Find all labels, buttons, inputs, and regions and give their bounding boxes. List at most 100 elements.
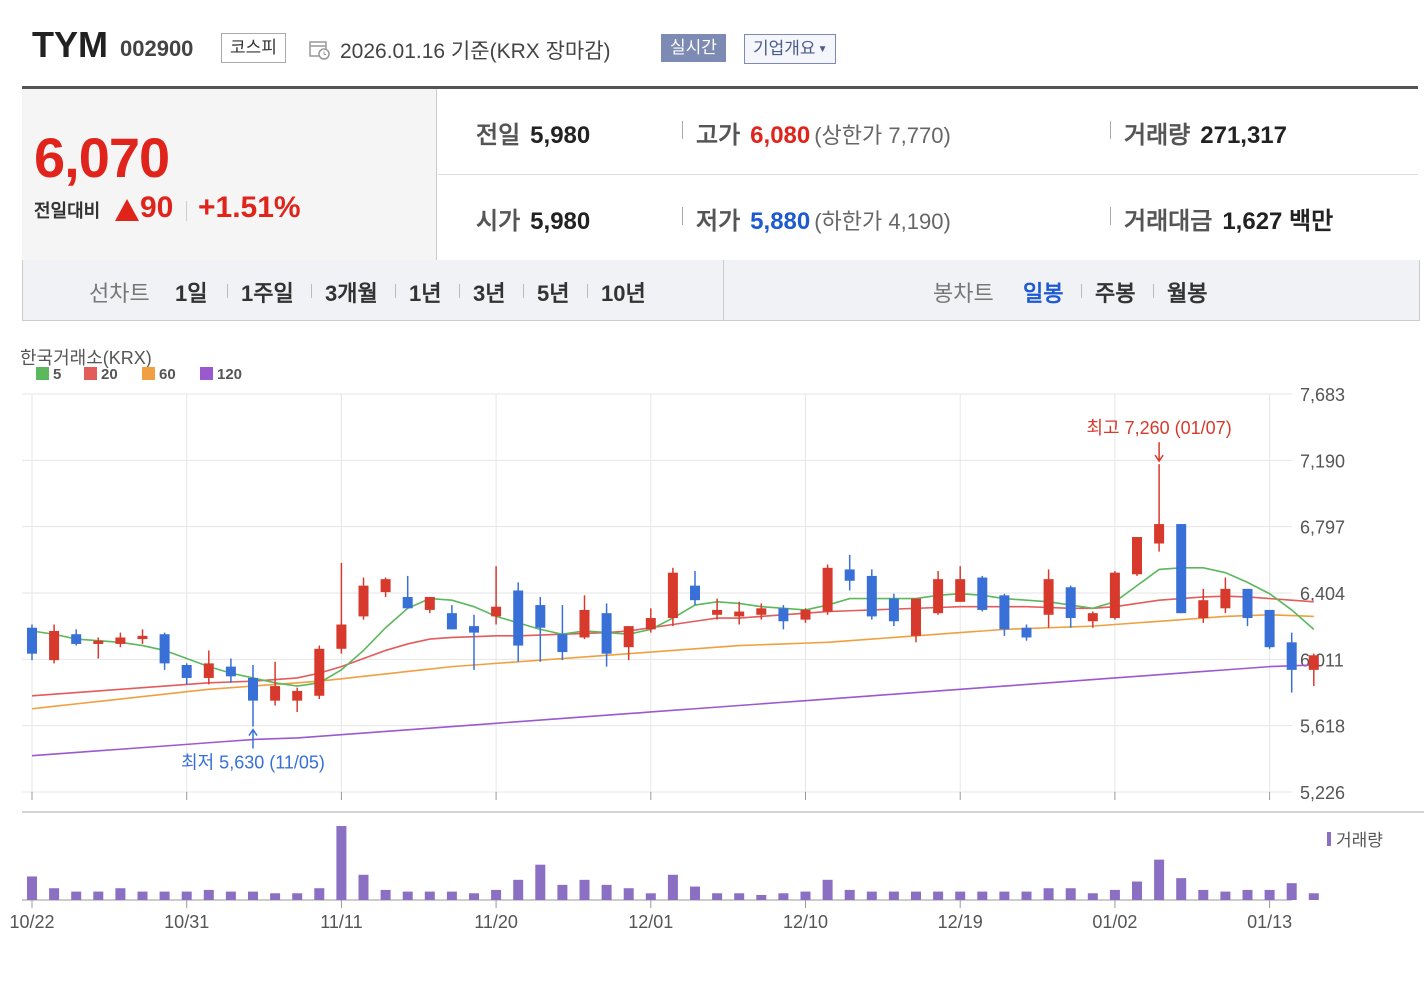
change-amount: 90: [140, 191, 174, 224]
candle-body: [248, 677, 258, 701]
candle-body: [159, 634, 170, 664]
candle-body: [645, 618, 656, 630]
volume-bar: [557, 884, 568, 900]
candle-body: [844, 569, 855, 581]
quote-row-2: 시가 5,980 저가 5,880 (하한가 4,190) 거래대금 1,627 백만: [438, 175, 1418, 260]
candle-body: [1286, 642, 1297, 670]
volume-bar: [1176, 878, 1187, 900]
candle-body: [225, 666, 236, 677]
volume-bar: [402, 891, 413, 900]
line-chart-label: 선차트: [89, 281, 150, 306]
candle-body: [557, 634, 568, 653]
y-tick-label: 6,011: [1300, 650, 1344, 670]
up-triangle-icon: [115, 199, 139, 221]
volume-bar: [734, 893, 745, 900]
volume-bar: [933, 891, 944, 900]
volume-bar: [203, 889, 214, 900]
tab-10y[interactable]: 10년: [601, 281, 646, 306]
candle-body: [1176, 524, 1187, 614]
max-price-note: 최고 7,260 (01/07): [1086, 418, 1231, 438]
volume-bar: [292, 893, 303, 900]
realtime-button[interactable]: 실시간: [661, 34, 726, 62]
legend-ma20: 20: [84, 366, 118, 383]
volume-bar: [1220, 891, 1231, 900]
change-label: 전일대비: [34, 201, 101, 221]
current-price: 6,070: [34, 126, 170, 189]
divider: [1110, 121, 1111, 139]
candle-body: [1264, 609, 1275, 648]
tab-1w[interactable]: 1주일: [241, 281, 294, 306]
volume-bar: [999, 891, 1010, 900]
candle-body: [667, 572, 678, 619]
y-tick-label: 5,226: [1300, 783, 1345, 803]
x-tick-label: 11/20: [474, 912, 518, 932]
volume-bar: [314, 888, 325, 900]
candle-body: [424, 596, 435, 610]
candle-body: [601, 613, 612, 654]
x-tick-label: 10/22: [9, 912, 54, 932]
volume-bar: [535, 864, 546, 900]
candle-body: [535, 605, 546, 628]
company-overview-dropdown[interactable]: 기업개요 ▼: [744, 34, 837, 64]
stock-name: TYM: [32, 24, 108, 65]
candle-body: [1308, 655, 1319, 670]
stock-code: 002900: [120, 36, 194, 61]
candle-body: [822, 567, 833, 612]
volume-bar: [469, 893, 479, 900]
candle-body: [579, 609, 590, 638]
candle-body: [800, 609, 811, 620]
volume-bar: [336, 826, 347, 900]
volume-bar: [1264, 889, 1275, 900]
candle-body: [71, 634, 82, 644]
candle-body: [756, 608, 767, 615]
y-tick-label: 5,618: [1300, 717, 1345, 737]
volume-bar: [1242, 889, 1253, 900]
y-tick-label: 7,683: [1300, 385, 1345, 405]
tab-3y[interactable]: 3년: [473, 281, 506, 306]
ma60-line: [31, 613, 1314, 710]
legend-ma120: 120: [200, 366, 242, 383]
volume-bar: [1087, 893, 1098, 900]
candle-body: [911, 598, 921, 636]
legend-ma60: 60: [142, 366, 176, 383]
price-box: 6,070 전일대비 90 +1.51%: [22, 89, 437, 261]
min-arrow-head: [248, 728, 258, 736]
min-price-note: 최저 5,630 (11/05): [181, 753, 325, 773]
volume-bar: [513, 879, 524, 900]
volume-bar: [645, 893, 656, 900]
quote-row-1: 전일 5,980 고가 6,080 (상한가 7,770) 거래량 271,317: [438, 89, 1418, 175]
volume-bar: [358, 874, 369, 900]
base-date: 2026.01.16 기준(KRX 장마감): [340, 40, 611, 63]
candle-chart-label: 봉차트: [933, 281, 994, 306]
tab-5y[interactable]: 5년: [537, 281, 570, 306]
candle-body: [380, 579, 391, 593]
volume-bar: [623, 888, 634, 900]
x-tick-label: 12/19: [938, 912, 983, 932]
tab-1d[interactable]: 1일: [175, 281, 208, 306]
open-price: 시가 5,980: [476, 208, 591, 235]
market-badge: 코스피: [221, 33, 286, 63]
x-tick-label: 01/13: [1247, 912, 1292, 932]
candle-body: [1065, 587, 1076, 619]
quote-panel: 6,070 전일대비 90 +1.51% 전일 5,980 고가 6,080 (상한가…: [22, 86, 1418, 262]
high-price: 고가 6,080 (상한가 7,770): [696, 122, 951, 149]
candle-body: [712, 609, 723, 615]
calendar-icon: [309, 41, 330, 60]
stock-header: TYM 002900 코스피 2026.01.16 기준(KRX 장마감) 실시…: [0, 0, 1424, 80]
tab-3m[interactable]: 3개월: [325, 281, 378, 306]
tab-daily[interactable]: 일봉: [1023, 281, 1064, 306]
tab-1y[interactable]: 1년: [409, 281, 442, 306]
tab-monthly[interactable]: 월봉: [1167, 281, 1208, 306]
candle-body: [446, 613, 457, 630]
tab-weekly[interactable]: 주봉: [1095, 281, 1136, 306]
candle-body: [1021, 627, 1032, 638]
x-tick-label: 01/02: [1092, 912, 1137, 932]
candle-body: [866, 575, 877, 617]
caret-down-icon: ▼: [817, 43, 828, 55]
divider: [1110, 207, 1111, 225]
trade-amount: 거래대금 1,627 백만: [1124, 208, 1334, 235]
volume-bar: [1132, 881, 1142, 900]
candle-body: [292, 690, 303, 701]
candle-body: [358, 585, 369, 617]
candle-body: [888, 598, 899, 622]
